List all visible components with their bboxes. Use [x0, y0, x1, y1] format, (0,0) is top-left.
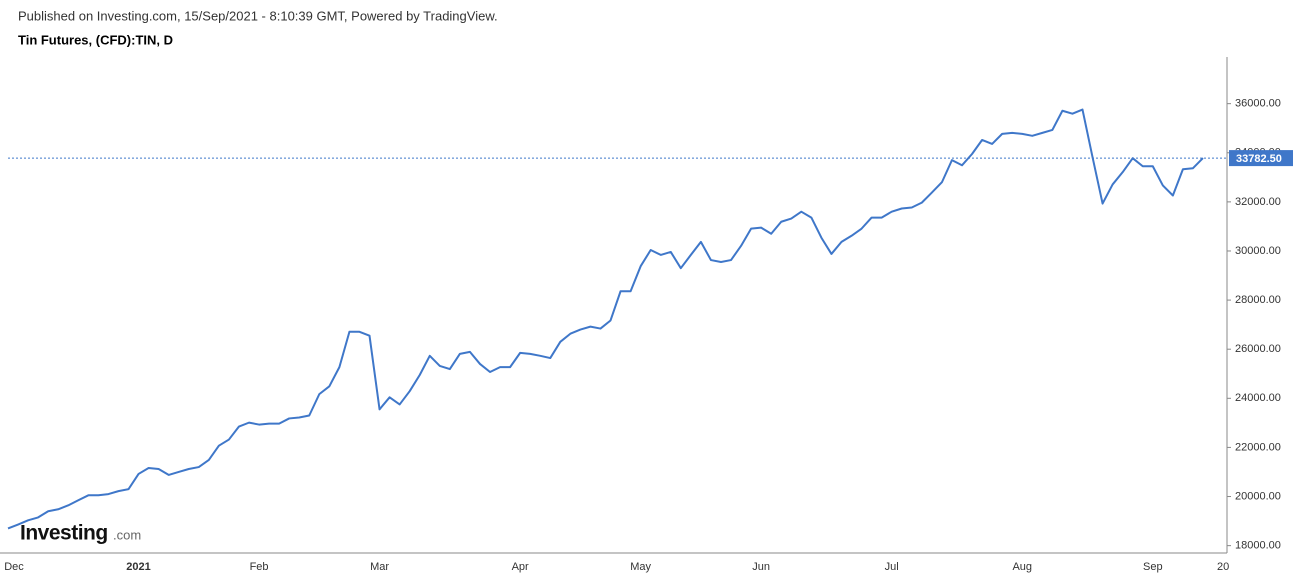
last-price-box: [1229, 150, 1293, 167]
y-tick-label: 32000.00: [1235, 196, 1281, 208]
watermark-suffix: .com: [113, 527, 141, 542]
price-line: [7, 108, 1204, 530]
x-tick-label: 2021: [126, 561, 150, 573]
x-tick-label: Aug: [1012, 561, 1032, 573]
x-tick-label: Sep: [1143, 561, 1163, 573]
x-tick-label: Mar: [370, 561, 389, 573]
y-tick-label: 36000.00: [1235, 98, 1281, 110]
x-tick-label: 20: [1217, 561, 1229, 573]
last-price-label: 33782.50: [1236, 153, 1282, 165]
y-tick-label: 30000.00: [1235, 245, 1281, 257]
x-tick-label: Apr: [512, 561, 529, 573]
x-tick-label: Jul: [885, 561, 899, 573]
header-published: Published on Investing.com, 15/Sep/2021 …: [18, 8, 498, 23]
x-tick-label: Feb: [250, 561, 269, 573]
y-tick-label: 22000.00: [1235, 441, 1281, 453]
y-tick-label: 18000.00: [1235, 540, 1281, 552]
y-tick-label: 26000.00: [1235, 343, 1281, 355]
y-tick-label: 20000.00: [1235, 490, 1281, 502]
watermark-brand: Investing: [20, 522, 108, 545]
y-tick-label: 24000.00: [1235, 392, 1281, 404]
x-tick-label: Jun: [752, 561, 770, 573]
y-tick-label: 28000.00: [1235, 294, 1281, 306]
x-tick-label: Dec: [4, 561, 24, 573]
header-instrument: Tin Futures, (CFD):TIN, D: [18, 32, 173, 47]
x-tick-label: May: [630, 561, 651, 573]
